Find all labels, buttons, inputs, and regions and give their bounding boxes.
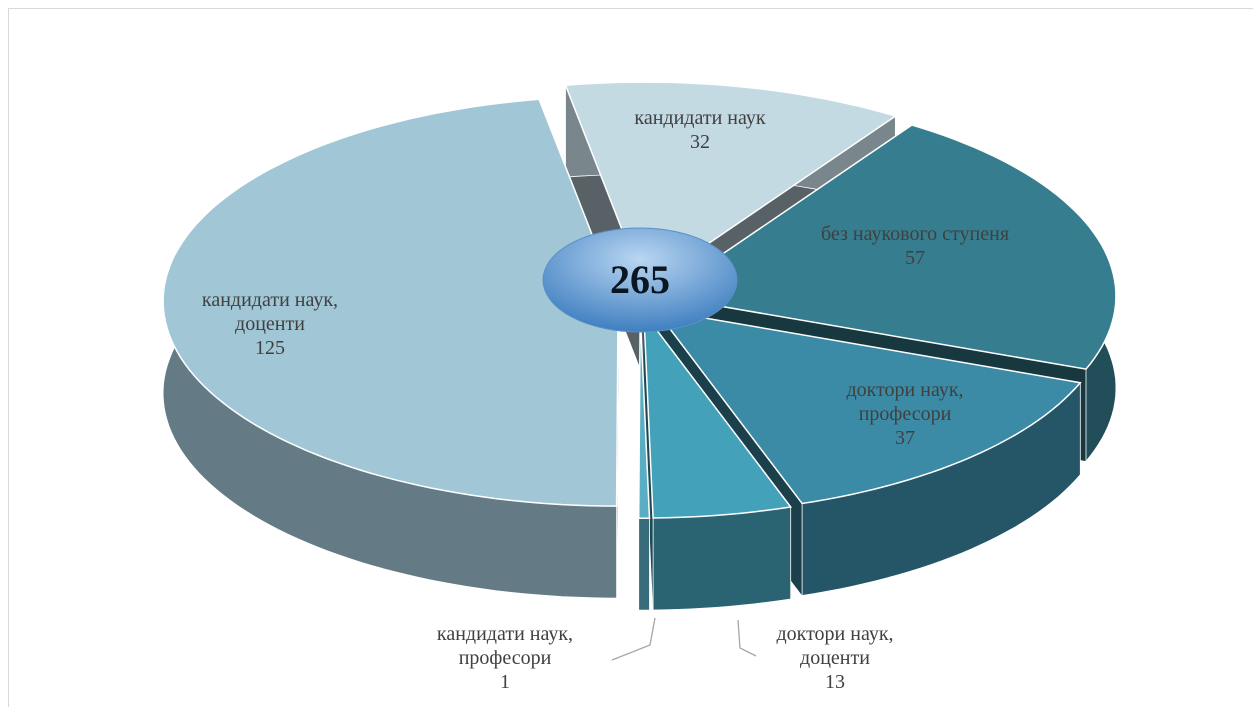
leader-line [737, 619, 757, 657]
data-label: без наукового ступеня 57 [765, 222, 1065, 270]
category-label: доктори наук, професори [846, 379, 964, 425]
category-label: кандидати наук, професори [436, 623, 574, 669]
slice [162, 98, 619, 507]
category-label: кандидати наук [634, 107, 766, 129]
slice [637, 313, 651, 519]
data-label: кандидати наук 32 [590, 106, 810, 154]
category-label: без наукового ступеня [820, 223, 1010, 245]
slice [653, 308, 1082, 505]
slice-wall [638, 517, 650, 611]
value-label: 32 [690, 131, 710, 153]
value-label: 37 [895, 427, 915, 449]
data-label: кандидати наук, професори 1 [405, 622, 605, 694]
total-label: 265 [610, 257, 670, 302]
pie [162, 81, 1117, 611]
slice-wall [652, 506, 792, 611]
leader-line [611, 617, 656, 661]
data-label: доктори наук, доценти 13 [745, 622, 925, 694]
data-label: кандидати наук, доценти 125 [170, 288, 370, 360]
value-label: 13 [825, 671, 845, 693]
slice-side [643, 313, 654, 610]
category-label: кандидати наук, доценти [201, 289, 339, 335]
slice [642, 310, 793, 519]
category-label: доктори наук, доценти [776, 623, 894, 669]
data-label: доктори наук, професори 37 [815, 378, 995, 450]
center-badge [542, 227, 738, 333]
value-label: 1 [500, 671, 510, 693]
slice [658, 124, 1117, 370]
value-label: 125 [255, 337, 285, 359]
value-label: 57 [905, 247, 925, 269]
frame [8, 8, 1253, 707]
